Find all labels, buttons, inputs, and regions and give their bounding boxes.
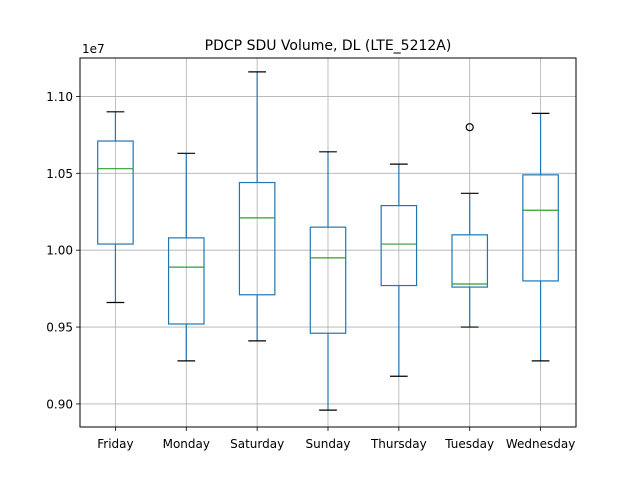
- x-tick-label: Wednesday: [506, 437, 575, 451]
- iqr-box: [309, 226, 347, 334]
- box-monday: [167, 152, 205, 362]
- y-tick-label: 0.95: [46, 321, 73, 335]
- boxes-layer: [97, 71, 559, 411]
- iqr-box: [97, 140, 134, 245]
- x-tick-label: Sunday: [306, 437, 351, 451]
- iqr-box: [167, 237, 205, 325]
- x-tick-label: Monday: [163, 437, 210, 451]
- outlier-point: [465, 123, 474, 132]
- x-tick-label: Friday: [97, 437, 133, 451]
- y-tick-label: 1.10: [46, 90, 73, 104]
- y-tick-label: 0.90: [46, 397, 73, 411]
- x-tick-label: Tuesday: [444, 437, 494, 451]
- chart-title: PDCP SDU Volume, DL (LTE_5212A): [205, 38, 452, 54]
- box-thursday: [380, 163, 418, 377]
- iqr-box: [238, 181, 276, 296]
- box-friday: [97, 111, 134, 304]
- box-tuesday: [451, 123, 489, 328]
- x-tick-label: Saturday: [230, 437, 284, 451]
- iqr-box: [451, 234, 489, 288]
- box-saturday: [238, 71, 276, 342]
- iqr-box: [522, 174, 559, 282]
- iqr-box: [380, 205, 418, 287]
- plot-frame: [79, 57, 577, 428]
- y-tick-label: 1.00: [46, 244, 73, 258]
- box-wednesday: [522, 112, 559, 362]
- y-tick-label: 1.05: [46, 167, 73, 181]
- box-sunday: [309, 151, 347, 411]
- axis-layer: 0.90 0.95 1.00 1.05 1.10 Friday Monday Saturday…: [46, 90, 575, 451]
- x-tick-label: Thursday: [370, 437, 427, 451]
- y-offset-label: 1e7: [82, 42, 105, 56]
